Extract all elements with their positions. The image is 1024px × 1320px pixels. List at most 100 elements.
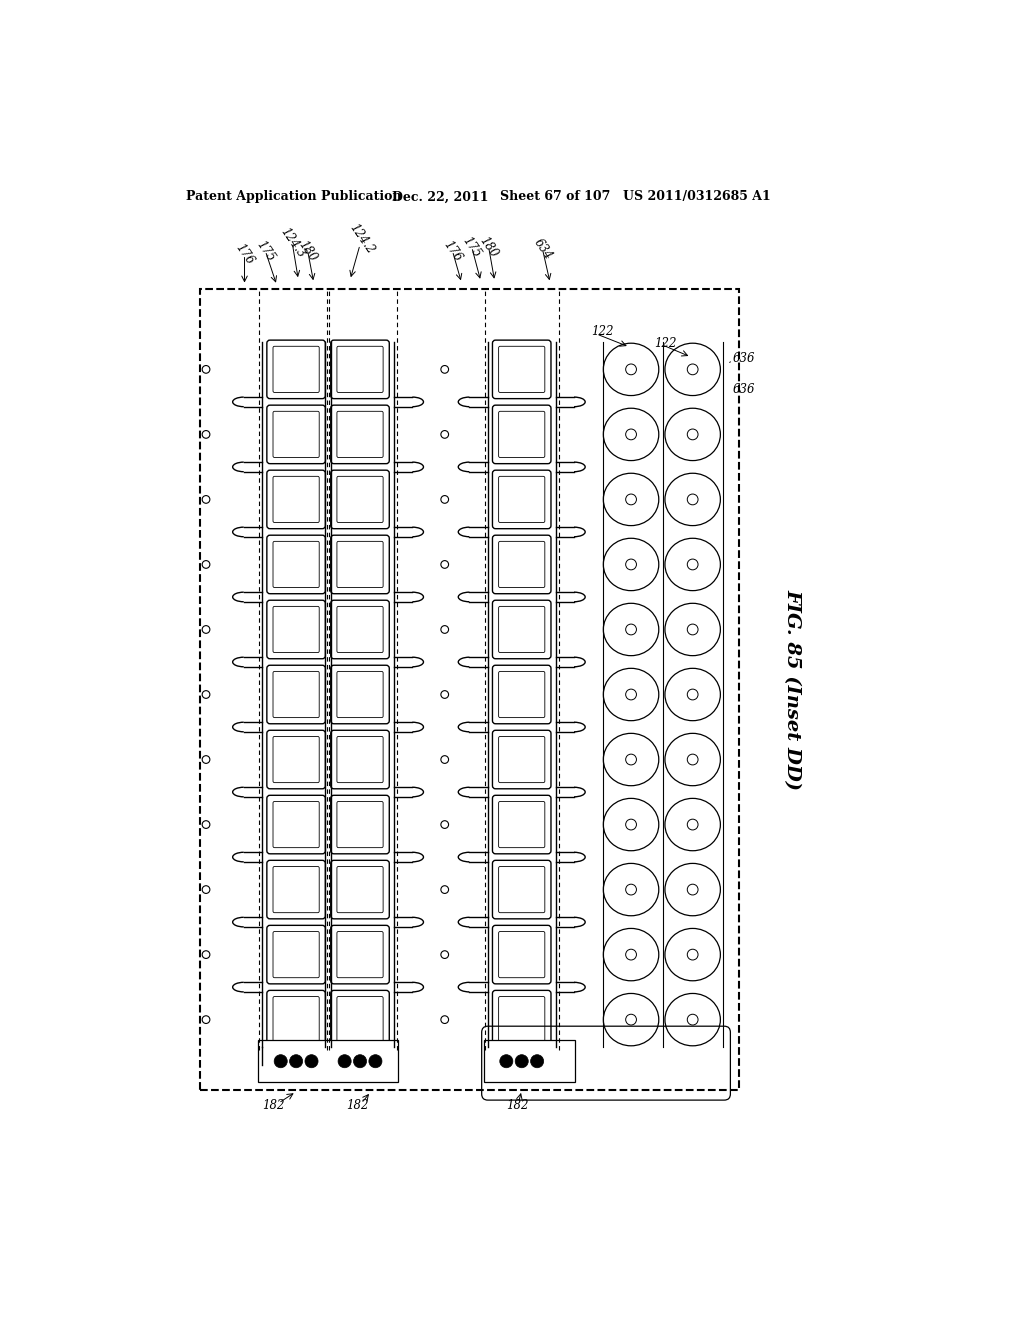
FancyBboxPatch shape	[493, 405, 551, 463]
Circle shape	[530, 1055, 544, 1068]
Ellipse shape	[603, 863, 658, 916]
Circle shape	[353, 1055, 367, 1068]
FancyBboxPatch shape	[499, 737, 545, 783]
FancyBboxPatch shape	[273, 866, 319, 912]
Text: 180: 180	[477, 234, 501, 260]
FancyBboxPatch shape	[337, 346, 383, 392]
Circle shape	[290, 1055, 303, 1068]
FancyBboxPatch shape	[331, 535, 389, 594]
FancyBboxPatch shape	[499, 672, 545, 718]
FancyBboxPatch shape	[331, 470, 389, 529]
Ellipse shape	[603, 734, 658, 785]
Ellipse shape	[603, 668, 658, 721]
FancyBboxPatch shape	[493, 601, 551, 659]
FancyBboxPatch shape	[273, 672, 319, 718]
FancyBboxPatch shape	[331, 730, 389, 789]
Text: Sheet 67 of 107: Sheet 67 of 107	[500, 190, 610, 203]
Text: 124.3: 124.3	[278, 226, 307, 260]
Ellipse shape	[665, 408, 720, 461]
FancyBboxPatch shape	[493, 535, 551, 594]
FancyBboxPatch shape	[499, 606, 545, 652]
FancyBboxPatch shape	[493, 861, 551, 919]
FancyBboxPatch shape	[273, 997, 319, 1043]
Circle shape	[274, 1055, 288, 1068]
FancyBboxPatch shape	[267, 795, 326, 854]
FancyBboxPatch shape	[499, 541, 545, 587]
FancyBboxPatch shape	[493, 341, 551, 399]
FancyBboxPatch shape	[493, 665, 551, 723]
Ellipse shape	[665, 603, 720, 656]
Ellipse shape	[665, 539, 720, 590]
Text: 175: 175	[460, 234, 483, 260]
FancyBboxPatch shape	[331, 925, 389, 983]
Bar	[200, 289, 739, 1090]
Circle shape	[500, 1055, 513, 1068]
Text: 122: 122	[654, 337, 677, 350]
FancyBboxPatch shape	[337, 606, 383, 652]
FancyBboxPatch shape	[493, 470, 551, 529]
Text: 636: 636	[733, 383, 756, 396]
Ellipse shape	[603, 408, 658, 461]
FancyBboxPatch shape	[267, 601, 326, 659]
Text: 182: 182	[506, 1100, 528, 1111]
Text: 180: 180	[296, 238, 319, 264]
FancyBboxPatch shape	[499, 801, 545, 847]
Ellipse shape	[665, 474, 720, 525]
FancyBboxPatch shape	[493, 925, 551, 983]
Text: 176: 176	[232, 242, 256, 268]
FancyBboxPatch shape	[273, 737, 319, 783]
Circle shape	[369, 1055, 382, 1068]
Text: 634: 634	[530, 236, 554, 263]
FancyBboxPatch shape	[499, 346, 545, 392]
Text: FIG. 85 (Inset DD): FIG. 85 (Inset DD)	[783, 589, 802, 791]
Ellipse shape	[603, 928, 658, 981]
Text: 182: 182	[262, 1100, 285, 1111]
Text: Dec. 22, 2011: Dec. 22, 2011	[392, 190, 488, 203]
FancyBboxPatch shape	[331, 405, 389, 463]
FancyBboxPatch shape	[267, 925, 326, 983]
Text: US 2011/0312685 A1: US 2011/0312685 A1	[624, 190, 771, 203]
FancyBboxPatch shape	[273, 346, 319, 392]
FancyBboxPatch shape	[267, 730, 326, 789]
FancyBboxPatch shape	[267, 405, 326, 463]
FancyBboxPatch shape	[337, 997, 383, 1043]
FancyBboxPatch shape	[267, 341, 326, 399]
FancyBboxPatch shape	[267, 665, 326, 723]
FancyBboxPatch shape	[337, 801, 383, 847]
Text: 122: 122	[591, 325, 613, 338]
Circle shape	[515, 1055, 528, 1068]
Ellipse shape	[603, 474, 658, 525]
FancyBboxPatch shape	[273, 412, 319, 458]
FancyBboxPatch shape	[499, 932, 545, 978]
FancyBboxPatch shape	[331, 795, 389, 854]
FancyBboxPatch shape	[273, 477, 319, 523]
FancyBboxPatch shape	[267, 535, 326, 594]
Bar	[484, 1040, 574, 1082]
FancyBboxPatch shape	[499, 477, 545, 523]
FancyBboxPatch shape	[331, 861, 389, 919]
Text: 176: 176	[440, 238, 464, 264]
Text: Patent Application Publication: Patent Application Publication	[186, 190, 401, 203]
Bar	[258, 1040, 397, 1082]
Ellipse shape	[665, 994, 720, 1045]
Ellipse shape	[603, 799, 658, 850]
Ellipse shape	[665, 734, 720, 785]
Ellipse shape	[603, 343, 658, 396]
FancyBboxPatch shape	[267, 861, 326, 919]
Ellipse shape	[665, 668, 720, 721]
FancyBboxPatch shape	[337, 412, 383, 458]
Ellipse shape	[665, 863, 720, 916]
Ellipse shape	[665, 928, 720, 981]
FancyBboxPatch shape	[331, 601, 389, 659]
FancyBboxPatch shape	[337, 866, 383, 912]
Text: 636: 636	[733, 352, 756, 366]
FancyBboxPatch shape	[273, 606, 319, 652]
FancyBboxPatch shape	[493, 990, 551, 1049]
FancyBboxPatch shape	[493, 730, 551, 789]
Ellipse shape	[665, 799, 720, 850]
FancyBboxPatch shape	[337, 477, 383, 523]
Text: 175: 175	[254, 238, 278, 264]
FancyBboxPatch shape	[331, 341, 389, 399]
FancyBboxPatch shape	[273, 932, 319, 978]
Text: 124.2: 124.2	[346, 222, 377, 257]
